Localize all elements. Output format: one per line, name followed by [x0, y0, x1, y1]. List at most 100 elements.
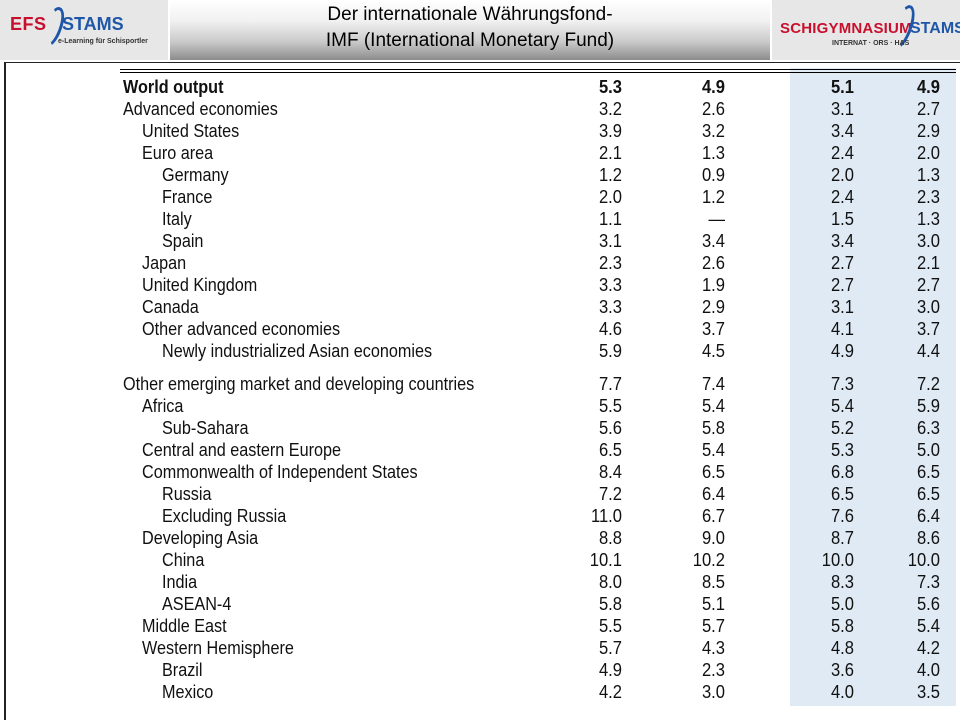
value-cell: 4.9: [830, 341, 854, 361]
content-frame: [4, 62, 960, 720]
value-cell: 1.2: [701, 187, 725, 207]
value-cell: 8.5: [701, 572, 725, 592]
row-label: United Kingdom: [142, 275, 258, 295]
value-cell: 1.9: [701, 275, 725, 295]
table-row: Euro area 2.1 1.3 2.4 2.0: [0, 142, 960, 164]
row-label: China: [162, 550, 205, 570]
value-cell: 5.9: [598, 341, 622, 361]
value-cell: 4.0: [916, 660, 940, 680]
value-cell: 5.2: [830, 418, 854, 438]
value-cell: 3.4: [830, 121, 854, 141]
value-cell: 2.6: [701, 253, 725, 273]
value-cell: 2.3: [701, 660, 725, 680]
table-row: Central and eastern Europe 6.5 5.4 5.3 5.0: [0, 439, 960, 461]
value-cell: 10.2: [692, 550, 725, 570]
table-row: Japan 2.3 2.6 2.7 2.1: [0, 252, 960, 274]
value-cell: 4.4: [916, 341, 940, 361]
table-row: Mexico 4.2 3.0 4.0 3.5: [0, 681, 960, 703]
value-cell: 1.1: [598, 209, 622, 229]
value-cell: 3.4: [701, 231, 725, 251]
value-cell: 3.0: [916, 231, 940, 251]
row-label: Excluding Russia: [162, 506, 287, 526]
value-cell: 5.8: [830, 616, 854, 636]
value-cell: 5.0: [916, 440, 940, 460]
row-label: Japan: [142, 253, 187, 273]
value-cell: 3.7: [701, 319, 725, 339]
value-cell: 10.0: [821, 550, 854, 570]
table-row: Advanced economies 3.2 2.6 3.1 2.7: [0, 98, 960, 120]
value-cell: 7.2: [916, 374, 940, 394]
value-cell: 6.5: [916, 462, 940, 482]
row-label: Euro area: [142, 143, 214, 163]
value-cell: 0.9: [701, 165, 725, 185]
value-cell: 4.8: [830, 638, 854, 658]
table-row: Canada 3.3 2.9 3.1 3.0: [0, 296, 960, 318]
value-cell: 5.7: [598, 638, 622, 658]
projection-column-shading: [790, 68, 956, 706]
schigymnasium-stams-logo: SCHIGYMNASIUM STAMS INTERNAT · ORS · HAS: [772, 0, 960, 60]
table-row: Germany 1.2 0.9 2.0 1.3: [0, 164, 960, 186]
row-label: Commonwealth of Independent States: [142, 462, 418, 482]
value-cell: 7.3: [830, 374, 854, 394]
table-row: Italy 1.1 — 1.5 1.3: [0, 208, 960, 230]
value-cell: 4.5: [701, 341, 725, 361]
value-cell: 8.8: [598, 528, 622, 548]
table-row: Commonwealth of Independent States 8.4 6.5…: [0, 461, 960, 483]
value-cell: 2.0: [916, 143, 940, 163]
value-cell: 6.7: [701, 506, 725, 526]
value-cell: 5.8: [701, 418, 725, 438]
value-cell: 3.2: [701, 121, 725, 141]
value-cell: 5.4: [701, 396, 725, 416]
value-cell: 7.7: [598, 374, 622, 394]
value-cell: 4.0: [830, 682, 854, 702]
value-cell: 10.1: [589, 550, 622, 570]
value-cell: 2.7: [830, 253, 854, 273]
value-cell: 1.5: [830, 209, 854, 229]
value-cell: 3.0: [701, 682, 725, 702]
value-cell: 5.3: [598, 77, 622, 97]
value-cell: 11.0: [590, 506, 622, 526]
value-cell: 6.5: [830, 484, 854, 504]
value-cell: 5.7: [701, 616, 725, 636]
table-top-rule: [120, 69, 956, 70]
value-cell: 5.3: [830, 440, 854, 460]
value-cell: 2.0: [598, 187, 622, 207]
value-cell: 1.3: [701, 143, 725, 163]
table-row: Other advanced economies 4.6 3.7 4.1 3.7: [0, 318, 960, 340]
value-cell: 2.6: [701, 99, 725, 119]
value-cell: 6.8: [830, 462, 854, 482]
value-cell: 3.9: [598, 121, 622, 141]
logo-tagline: INTERNAT · ORS · HAS: [832, 40, 910, 47]
value-cell: 2.4: [830, 187, 854, 207]
value-cell: 3.1: [830, 297, 854, 317]
value-cell: 5.8: [598, 594, 622, 614]
row-label: Russia: [162, 484, 212, 504]
row-label: Italy: [162, 209, 192, 229]
row-label: Brazil: [162, 660, 203, 680]
value-cell: 6.4: [701, 484, 725, 504]
row-label: Advanced economies: [123, 99, 278, 119]
row-label: India: [162, 572, 198, 592]
table-row: Excluding Russia 11.0 6.7 7.6 6.4: [0, 505, 960, 527]
value-cell: 3.1: [598, 231, 622, 251]
table-row: United States 3.9 3.2 3.4 2.9: [0, 120, 960, 142]
efs-stams-logo: EFS STAMS e-Learning für Schisportler: [0, 0, 168, 60]
value-cell: 5.4: [916, 616, 940, 636]
value-cell: 6.5: [598, 440, 622, 460]
value-cell: 5.0: [830, 594, 854, 614]
row-label: Africa: [142, 396, 184, 416]
value-cell: 4.1: [830, 319, 854, 339]
value-cell: 2.9: [701, 297, 725, 317]
table-row: Developing Asia 8.8 9.0 8.7 8.6: [0, 527, 960, 549]
row-label: Germany: [162, 165, 229, 185]
value-cell: —: [708, 209, 725, 229]
table-row: France 2.0 1.2 2.4 2.3: [0, 186, 960, 208]
value-cell: 1.3: [916, 209, 940, 229]
logo-tagline: e-Learning für Schisportler: [58, 38, 148, 45]
table-row: Africa 5.5 5.4 5.4 5.9: [0, 395, 960, 417]
value-cell: 6.3: [916, 418, 940, 438]
value-cell: 7.3: [916, 572, 940, 592]
row-label: Canada: [142, 297, 199, 317]
row-label: Spain: [162, 231, 204, 251]
value-cell: 2.7: [916, 275, 940, 295]
